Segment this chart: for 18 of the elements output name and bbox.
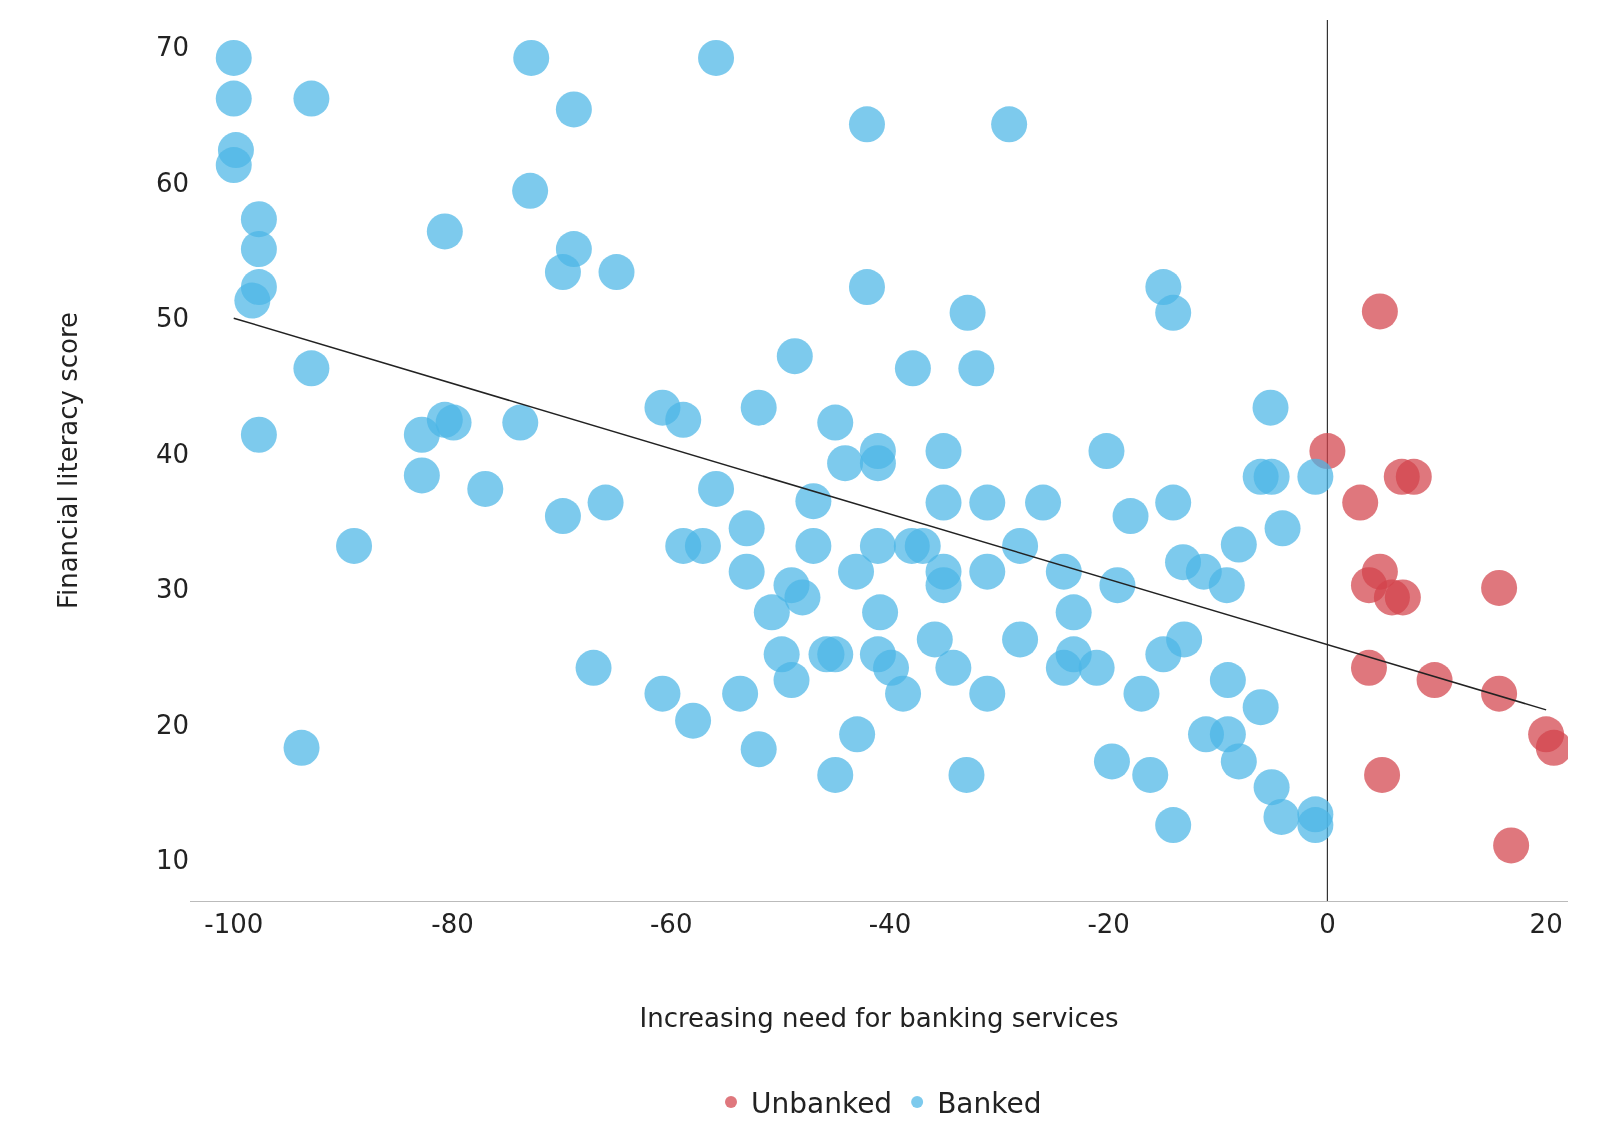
y-tick-label: 10	[155, 845, 189, 876]
y-tick-label: 70	[155, 32, 189, 63]
x-tick-label: -40	[868, 909, 912, 940]
y-axis-title: Financial literacy score	[53, 311, 84, 610]
y-tick-label: 60	[155, 167, 189, 198]
x-tick-label: 20	[1529, 909, 1563, 940]
x-tick-label: 0	[1319, 909, 1336, 940]
x-axis-title: Increasing need for banking services	[639, 1002, 1119, 1033]
x-tick-label: -60	[649, 909, 693, 940]
y-tick-label: 40	[155, 438, 189, 469]
x-tick-label: -100	[204, 909, 264, 940]
y-tick-label: 20	[155, 709, 189, 740]
y-tick-label: 30	[155, 574, 189, 605]
y-tick-label: 50	[155, 303, 189, 334]
x-tick-label: -20	[1087, 909, 1130, 940]
legend-label: Unbanked	[751, 1086, 893, 1120]
x-tick-label: -80	[431, 909, 474, 940]
legend-label: Banked	[937, 1086, 1042, 1120]
